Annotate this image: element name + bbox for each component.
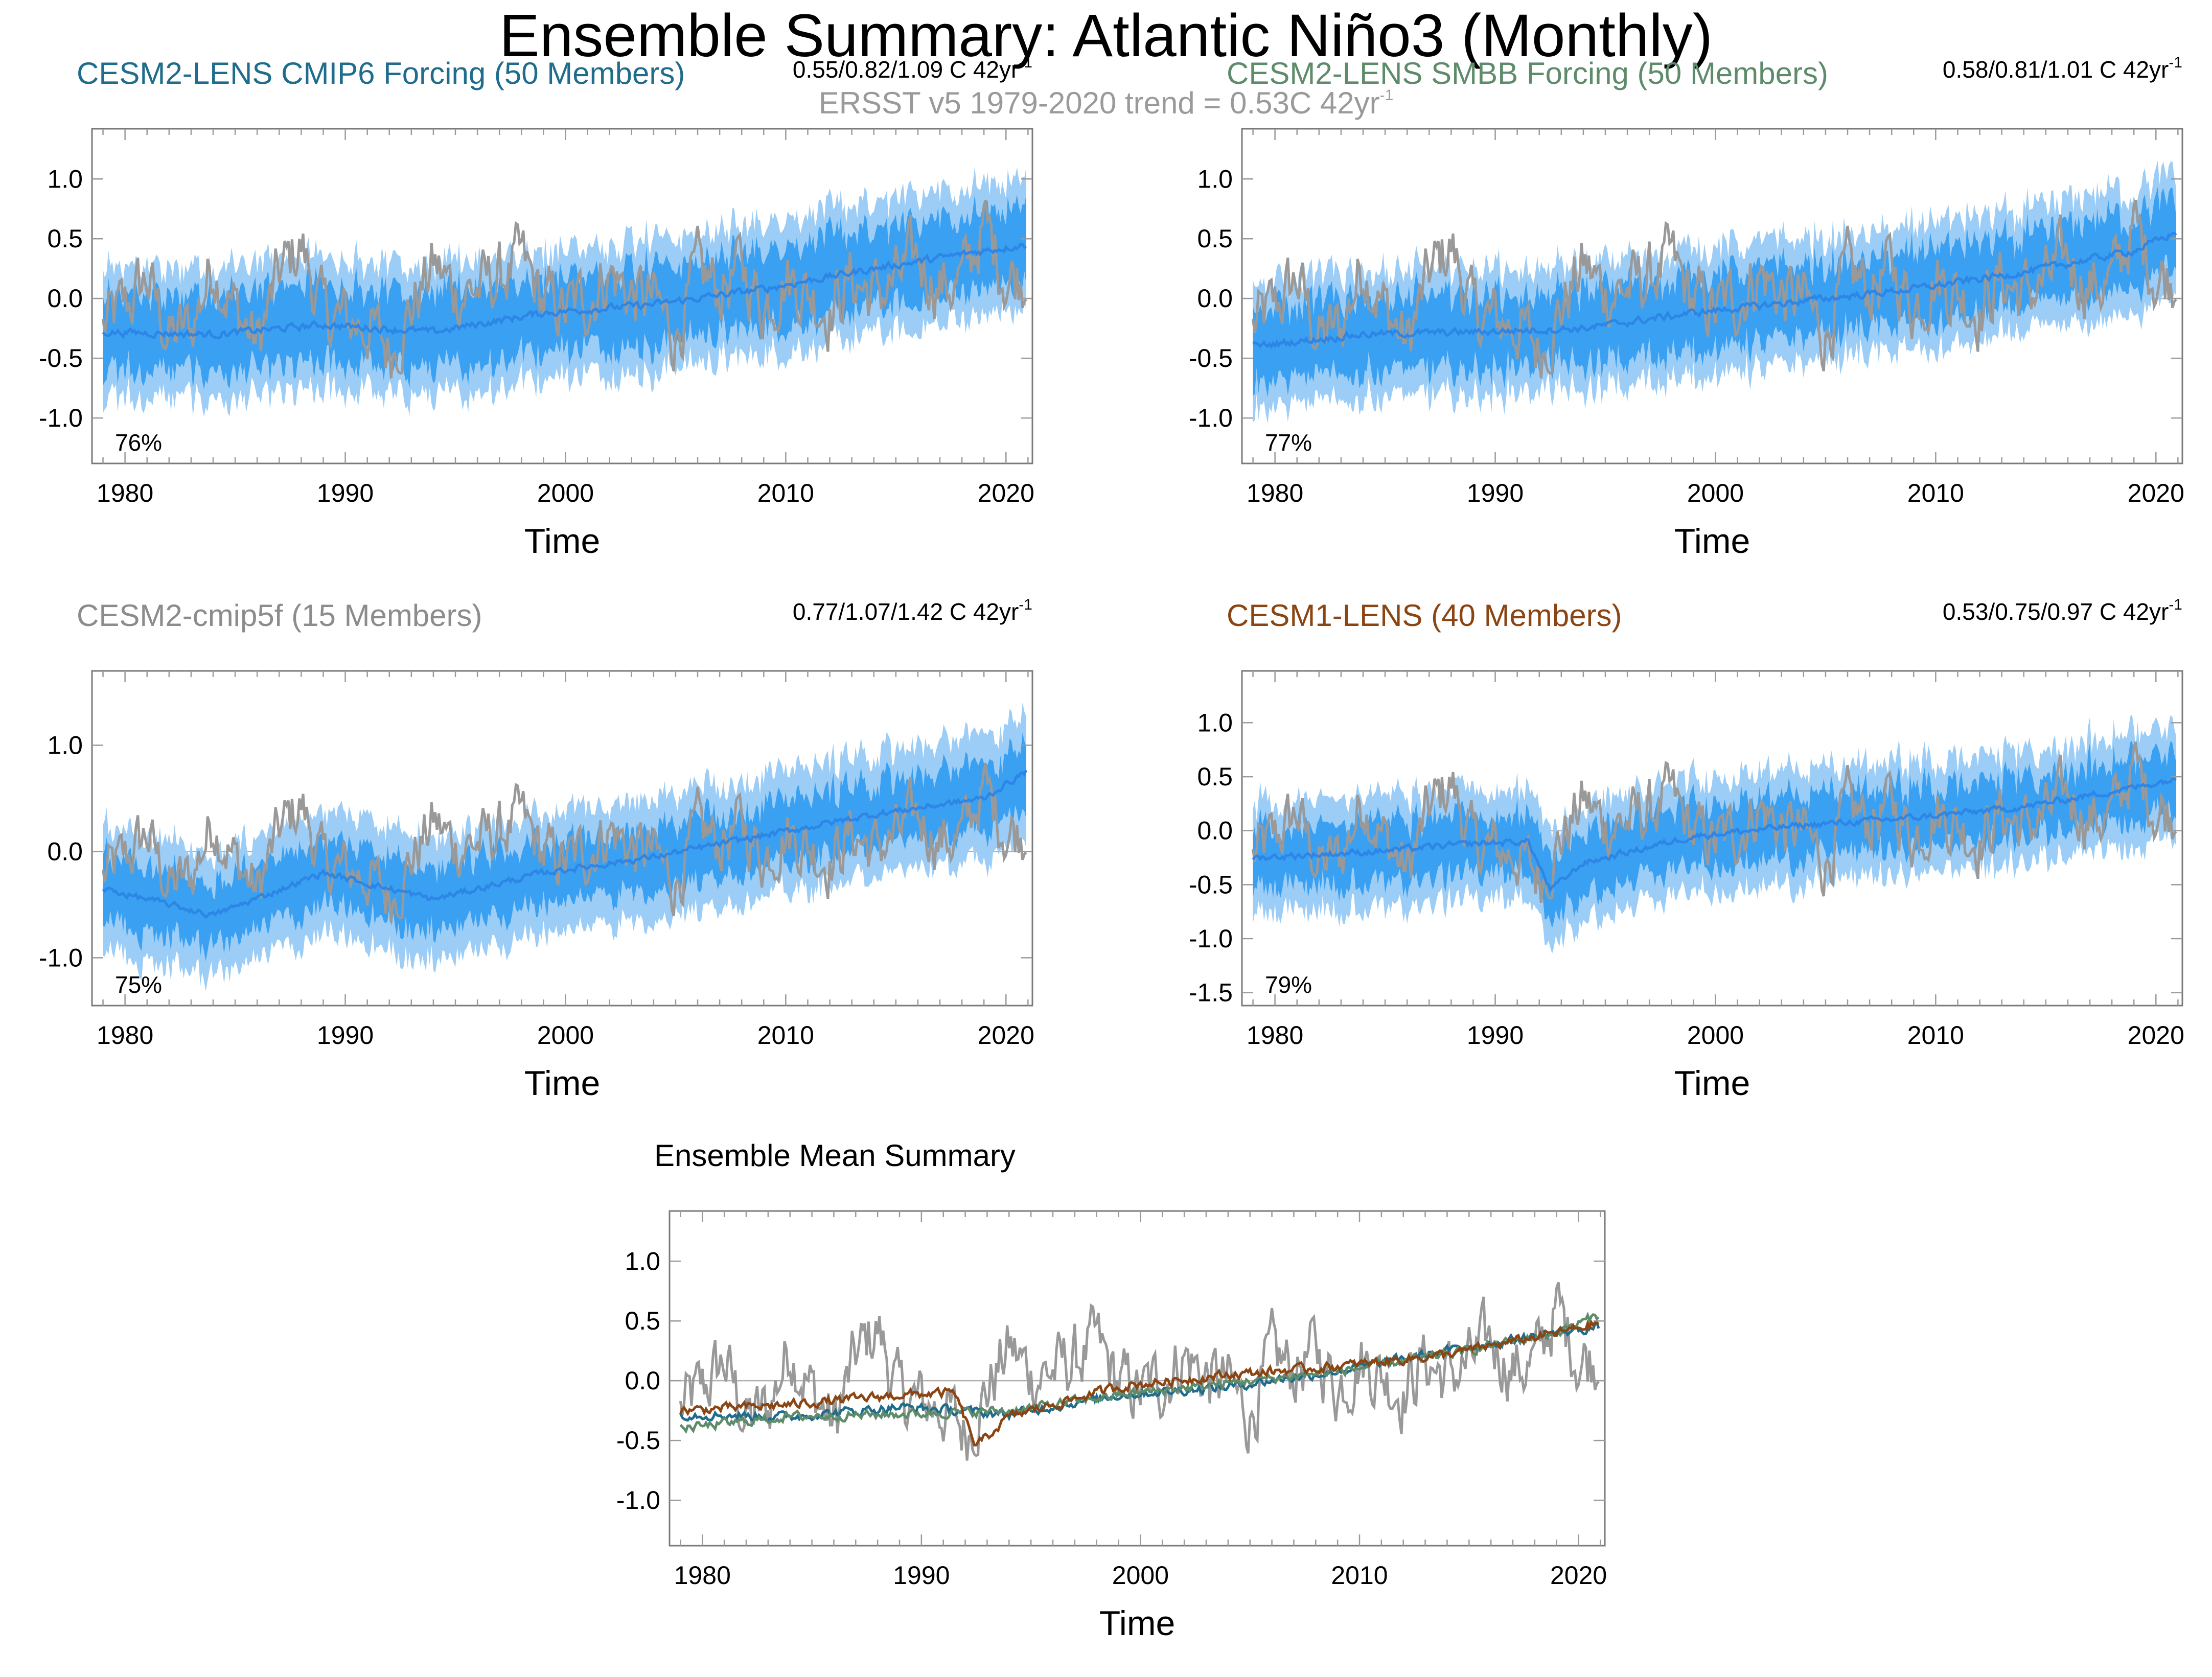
y-tick-label: 0.0 [47,284,83,313]
ensemble-mean-line [1252,231,2177,350]
ensemble-iqr-band [1253,187,2176,398]
ensemble-mean-line [102,242,1027,339]
x-axis-title: Time [524,522,601,561]
x-tick-label: 1980 [1247,479,1303,507]
x-tick-label: 2010 [1331,1561,1388,1590]
y-tick-label: 0.0 [1197,284,1233,313]
y-tick-label: 0.0 [47,837,83,866]
x-axis-title: Time [524,1064,601,1103]
ensemble-mean-line [102,770,1028,919]
y-tick-label: -0.5 [1189,870,1233,899]
x-tick-label: 2000 [1687,1021,1744,1050]
plot-area [92,167,1032,417]
y-tick-label: -1.0 [39,943,83,972]
x-tick-label: 2000 [537,1021,594,1050]
ensemble-iqr-band [103,194,1026,389]
x-tick-label: 2010 [1907,1021,1964,1050]
x-tick-label: 1990 [317,1021,374,1050]
y-tick-label: -0.5 [1189,344,1233,372]
y-tick-label: 0.5 [47,224,83,253]
panel-title: CESM1-LENS (40 Members) [1227,598,1622,633]
x-tick-label: 2010 [1907,479,1964,507]
x-tick-label: 1980 [674,1561,731,1590]
panel-trend-label: 0.55/0.82/1.09 C 42yr-1 [793,54,1032,83]
x-tick-label: 2020 [978,479,1034,507]
panel-trend-label: 0.53/0.75/0.97 C 42yr-1 [1943,596,2182,625]
x-tick-label: 2000 [1687,479,1744,507]
x-tick-label: 2010 [757,1021,814,1050]
y-tick-label: -0.5 [616,1426,660,1455]
panel-5: Ensemble Mean Summary 1980 1990 2000 2010 202… [616,1138,1607,1643]
x-axis-title: Time [1674,1064,1750,1103]
y-tick-label: -1.5 [1189,979,1233,1007]
y-tick-label: -1.0 [1189,404,1233,432]
x-tick-label: 1990 [1467,1021,1524,1050]
plot-area [670,1282,1605,1461]
panel-title: CESM2-cmip5f (15 Members) [77,598,482,633]
y-tick-label: 0.5 [1197,762,1233,791]
y-tick-label: -0.5 [39,344,83,372]
x-tick-label: 1990 [317,479,374,507]
panel-title: Ensemble Mean Summary [654,1138,1016,1173]
y-tick-label: 1.0 [47,165,83,193]
panel-2: CESM2-LENS SMBB Forcing (50 Members) 0.58… [1189,54,2184,561]
ensemble-iqr-band [103,732,1026,962]
y-tick-label: 0.0 [1197,817,1233,845]
x-tick-label: 1980 [1247,1021,1303,1050]
coverage-label: 77% [1265,429,1312,456]
figure-title: Ensemble Summary: Atlantic Niño3 (Monthl… [499,2,1713,69]
x-tick-label: 2020 [2128,479,2184,507]
y-tick-label: 1.0 [625,1247,660,1275]
plot-frame [1241,128,2183,464]
panel-4: CESM1-LENS (40 Members) 0.53/0.75/0.97 C … [1189,596,2184,1103]
y-tick-label: 1.0 [1197,708,1233,737]
panel-trend-label: 0.77/1.07/1.42 C 42yr-1 [793,596,1032,625]
observation-line [1252,741,2177,903]
x-tick-label: 2010 [757,479,814,507]
observation-line [102,199,1027,379]
y-tick-label: 0.5 [625,1307,660,1335]
x-tick-label: 2000 [1112,1561,1169,1590]
plot-area [1242,160,2182,424]
x-tick-label: 2020 [2128,1021,2184,1050]
coverage-label: 79% [1265,971,1312,998]
y-tick-label: 0.5 [1197,224,1233,253]
x-axis-title: Time [1099,1604,1176,1643]
y-tick-label: -1.0 [39,404,83,432]
ensemble-mean-line [1252,776,2177,893]
panel-trend-label: 0.58/0.81/1.01 C 42yr-1 [1943,54,2182,83]
y-tick-label: -1.0 [616,1486,660,1515]
x-tick-label: 2020 [1550,1561,1607,1590]
x-axis-title: Time [1674,522,1750,561]
x-tick-label: 2020 [978,1021,1034,1050]
obs-trend-label: ERSST v5 1979-2020 trend = 0.53C 42yr-1 [819,86,1394,120]
x-tick-label: 1980 [97,1021,153,1050]
plot-frame [1241,670,2183,1007]
coverage-label: 75% [115,971,162,998]
coverage-label: 76% [115,429,162,456]
panel-title: CESM2-LENS SMBB Forcing (50 Members) [1227,56,1828,90]
lens1-mean-line [679,1319,1599,1447]
plot-frame [669,1210,1606,1547]
panel-3: CESM2-cmip5f (15 Members) 0.77/1.07/1.42 … [39,596,1034,1103]
panels-layer: CESM2-LENS CMIP6 Forcing (50 Members) 0.5… [39,54,2184,1643]
observation-line [102,763,1027,923]
panel-title: CESM2-LENS CMIP6 Forcing (50 Members) [77,56,685,90]
y-tick-label: -1.0 [1189,924,1233,953]
plot-frame [91,128,1033,464]
x-tick-label: 1990 [893,1561,950,1590]
panel-1: CESM2-LENS CMIP6 Forcing (50 Members) 0.5… [39,54,1034,561]
y-tick-label: 1.0 [1197,165,1233,193]
y-tick-label: 0.0 [625,1366,660,1395]
observation-line [679,1282,1600,1461]
plot-area [1242,714,2182,954]
x-tick-label: 1980 [97,479,153,507]
cmip6-mean-line [679,1319,1600,1422]
y-tick-label: 1.0 [47,731,83,760]
x-tick-label: 2000 [537,479,594,507]
plot-area [92,703,1032,991]
x-tick-label: 1990 [1467,479,1524,507]
plot-frame [91,670,1033,1007]
